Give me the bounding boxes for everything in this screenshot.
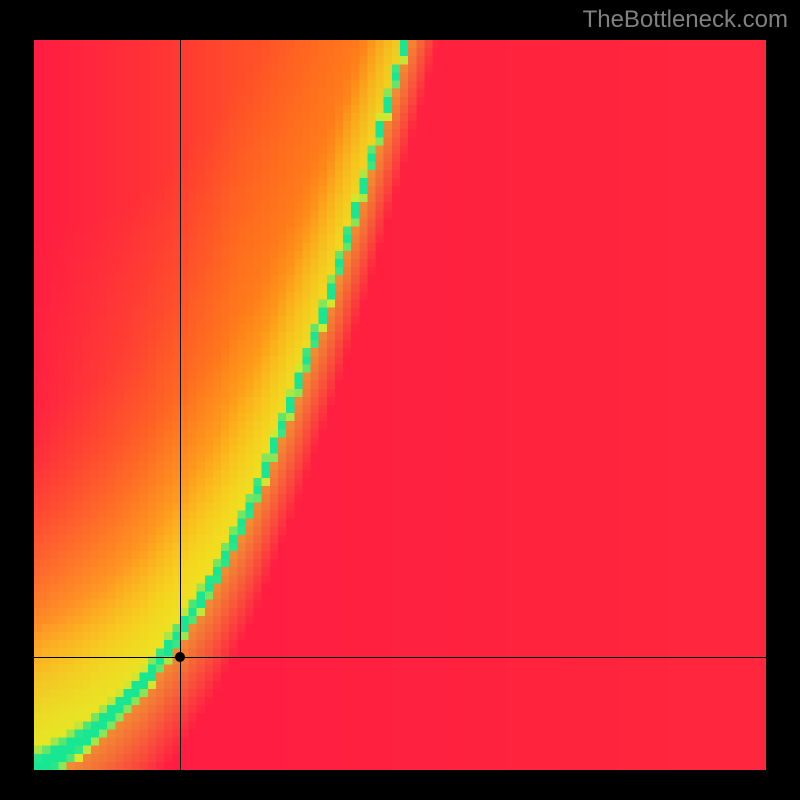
crosshair-marker <box>175 652 185 662</box>
bottleneck-heatmap <box>34 40 766 770</box>
plot-frame <box>34 40 766 770</box>
watermark-text: TheBottleneck.com <box>583 6 788 34</box>
crosshair-horizontal <box>34 657 766 658</box>
